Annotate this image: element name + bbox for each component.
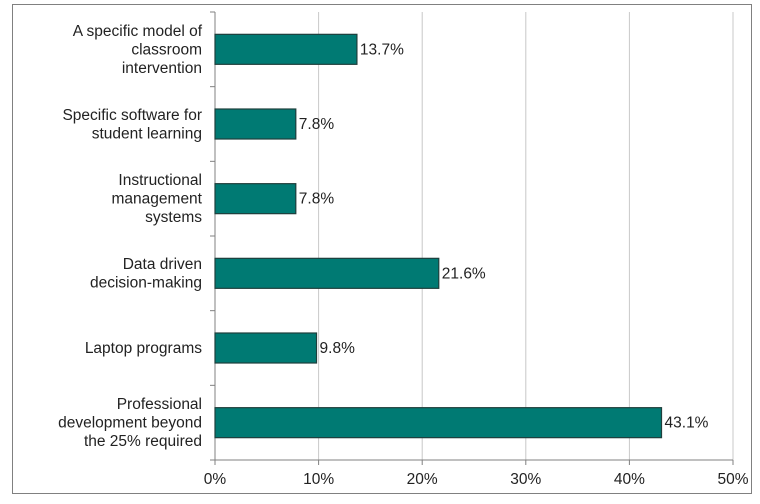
x-tick-label: 30%: [510, 471, 541, 488]
axes: [210, 11, 734, 465]
category-label: Specific software for student learning: [62, 107, 202, 143]
x-tick-label: 20%: [407, 471, 438, 488]
category-label: Data driven decision-making: [90, 256, 202, 292]
category-label: A specific model of classroom intervention: [73, 23, 203, 77]
x-tick-labels: 0% 10% 20% 30% 40% 50%: [204, 471, 749, 488]
gridlines: [318, 12, 734, 460]
bars: [214, 33, 663, 439]
bar-value-label: 9.8%: [320, 340, 356, 357]
category-labels: A specific model of classroom intervention…: [58, 23, 203, 450]
x-tick-label: 0%: [204, 471, 227, 488]
bar: [214, 33, 358, 65]
category-label: Instructional management systems: [112, 172, 203, 226]
bar-value-label: 7.8%: [299, 191, 335, 208]
value-labels: 13.7% 7.8% 7.8% 21.6% 9.8% 43.1%: [299, 41, 709, 431]
category-label: Professional development beyond the 25% re…: [58, 396, 202, 450]
bar: [214, 257, 440, 289]
x-tick-label: 40%: [614, 471, 645, 488]
bar-value-label: 7.8%: [299, 116, 335, 133]
bar: [214, 407, 663, 439]
bar-value-label: 21.6%: [442, 265, 486, 282]
x-tick-label: 10%: [303, 471, 334, 488]
x-tick-label: 50%: [717, 471, 748, 488]
bar-value-label: 13.7%: [360, 41, 404, 58]
bar-value-label: 43.1%: [665, 415, 709, 432]
bar: [214, 183, 297, 215]
bar: [214, 332, 318, 364]
bar: [214, 108, 297, 140]
category-label: Laptop programs: [85, 340, 202, 357]
